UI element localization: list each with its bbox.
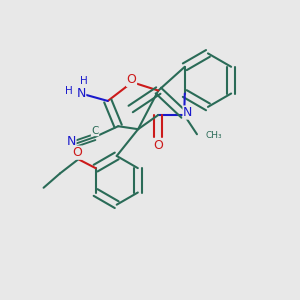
Text: N: N [183, 106, 192, 119]
Text: N: N [67, 135, 76, 148]
Text: C: C [91, 126, 99, 136]
Text: H: H [65, 86, 73, 96]
Text: CH₃: CH₃ [206, 131, 223, 140]
Text: O: O [127, 74, 136, 86]
Text: O: O [72, 146, 82, 159]
Text: O: O [153, 139, 163, 152]
Text: H: H [80, 76, 87, 86]
Text: N: N [76, 87, 86, 100]
